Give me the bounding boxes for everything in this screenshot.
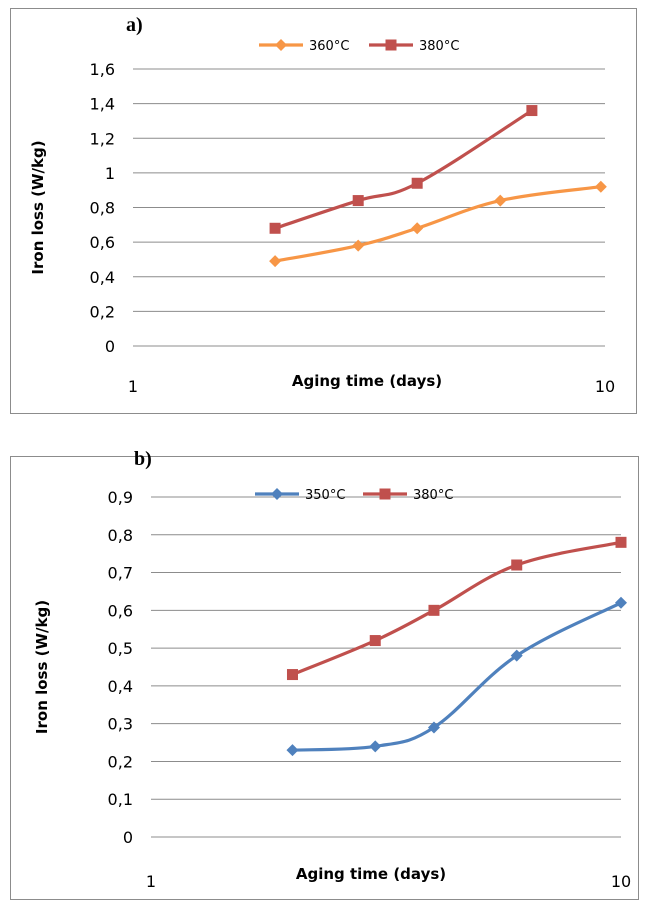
legend-label: 380°C (413, 488, 453, 503)
data-point (286, 744, 299, 757)
data-point (511, 559, 523, 571)
x-tick-label: 1 (128, 377, 138, 396)
data-point (427, 721, 440, 734)
legend-entry: 350°C (255, 488, 345, 503)
y-tick-label: 0,5 (108, 639, 133, 658)
y-tick-label: 1 (105, 164, 115, 183)
y-tick-label: 0,9 (108, 488, 133, 507)
x-tick-label: 10 (595, 377, 615, 396)
y-tick-label: 0,8 (90, 199, 115, 218)
data-point (594, 180, 607, 193)
y-tick-label: 0,3 (108, 715, 133, 734)
legend-entry: 380°C (363, 488, 453, 503)
x-tick-label: 1 (146, 872, 156, 891)
y-tick-label: 0,7 (108, 564, 133, 583)
data-point (271, 488, 283, 500)
data-point (352, 239, 365, 252)
data-point (385, 39, 397, 51)
data-point (411, 177, 423, 189)
data-point (369, 635, 381, 647)
data-point (526, 105, 538, 117)
panel-label-b: b) (134, 448, 152, 470)
y-axis-title: Iron loss (W/kg) (33, 600, 51, 734)
data-point (510, 649, 523, 662)
y-tick-label: 0 (123, 828, 133, 847)
y-tick-label: 0,6 (90, 233, 115, 252)
chart-panel-a: 0 0,2 0,4 0,6 0,8 1 1,2 1,4 1,6 1 10 Aging time (da… (10, 8, 637, 414)
legend-label: 360°C (309, 39, 349, 54)
legend-entry: 380°C (369, 39, 459, 54)
data-point (615, 536, 627, 548)
legend-label: 350°C (305, 488, 345, 503)
legend-label: 380°C (419, 39, 459, 54)
y-tick-label: 0,4 (90, 268, 115, 287)
chart-svg-b: 0 0,1 0,2 0,3 0,4 0,5 0,6 0,7 0,8 0,9 1 10 Aging tim… (33, 488, 631, 891)
y-tick-label: 1,6 (90, 60, 115, 79)
y-tick-label: 0 (105, 337, 115, 356)
legend-entry: 360°C (259, 39, 349, 54)
y-tick-label: 0,8 (108, 526, 133, 545)
panel-label-a: a) (126, 14, 143, 36)
y-tick-label: 0,2 (90, 302, 115, 321)
data-point (615, 596, 627, 609)
series-line (292, 601, 622, 752)
y-tick-label: 1,2 (90, 129, 115, 148)
data-point (269, 222, 281, 234)
series-1 (269, 105, 538, 234)
series-0 (286, 596, 627, 757)
chart-svg-a: 0 0,2 0,4 0,6 0,8 1 1,2 1,4 1,6 1 10 Aging time (da… (29, 39, 615, 396)
data-point (379, 488, 391, 500)
x-axis-title: Aging time (days) (292, 372, 442, 390)
series-line (274, 109, 533, 230)
series-line (274, 185, 602, 263)
data-point (411, 222, 424, 235)
data-point (494, 194, 507, 207)
data-point (369, 740, 382, 753)
chart-panel-b: 0 0,1 0,2 0,3 0,4 0,5 0,6 0,7 0,8 0,9 1 10 Aging tim… (10, 456, 639, 900)
data-point (269, 255, 282, 268)
y-tick-label: 0,1 (108, 790, 133, 809)
series-1 (286, 536, 627, 681)
x-axis-title: Aging time (days) (296, 865, 446, 883)
series-0 (269, 180, 607, 268)
series-line (291, 540, 622, 677)
y-tick-label: 0,2 (108, 752, 133, 771)
x-tick-label: 10 (611, 872, 631, 891)
y-axis-title: Iron loss (W/kg) (29, 140, 47, 274)
data-point (352, 195, 364, 207)
y-tick-label: 1,4 (90, 95, 115, 114)
y-tick-label: 0,6 (108, 601, 133, 620)
data-point (428, 604, 440, 616)
y-tick-label: 0,4 (108, 677, 133, 696)
data-point (286, 669, 298, 681)
data-point (275, 39, 287, 51)
